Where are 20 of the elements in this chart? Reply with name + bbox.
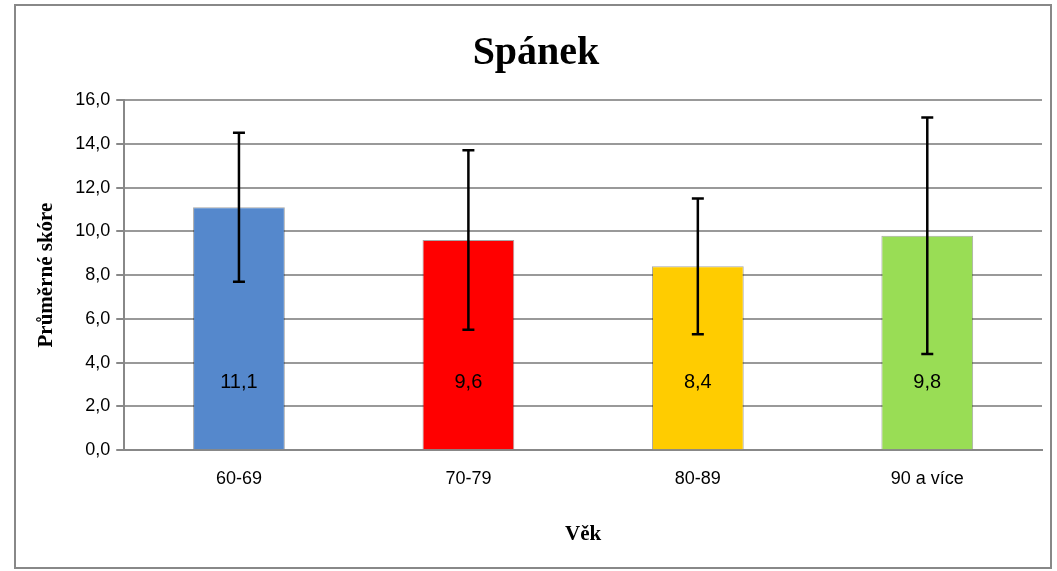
y-tick-label: 16,0 (75, 88, 111, 109)
chart-title: Spánek (472, 28, 601, 74)
y-tick-label: 14,0 (75, 132, 111, 153)
y-axis-title: Průměrné skóre (33, 202, 58, 348)
y-tick-label: 12,0 (75, 176, 111, 197)
x-tick-label: 60-69 (215, 467, 262, 488)
data-label: 9,8 (913, 369, 942, 392)
x-tick-label: 70-79 (445, 467, 492, 488)
x-tick-label: 80-89 (674, 467, 721, 488)
y-tick-label: 0,0 (85, 439, 111, 460)
x-tick-label: 90 a více (890, 467, 964, 488)
y-tick-label: 8,0 (85, 264, 111, 285)
y-tick-label: 6,0 (85, 307, 111, 328)
data-label: 9,6 (454, 369, 483, 392)
y-tick-label: 4,0 (85, 351, 111, 372)
data-label: 11,1 (220, 369, 258, 392)
y-tick-label: 2,0 (85, 395, 111, 416)
x-axis-title: Věk (565, 520, 602, 545)
data-label: 8,4 (683, 369, 712, 392)
y-tick-label: 10,0 (75, 220, 111, 241)
